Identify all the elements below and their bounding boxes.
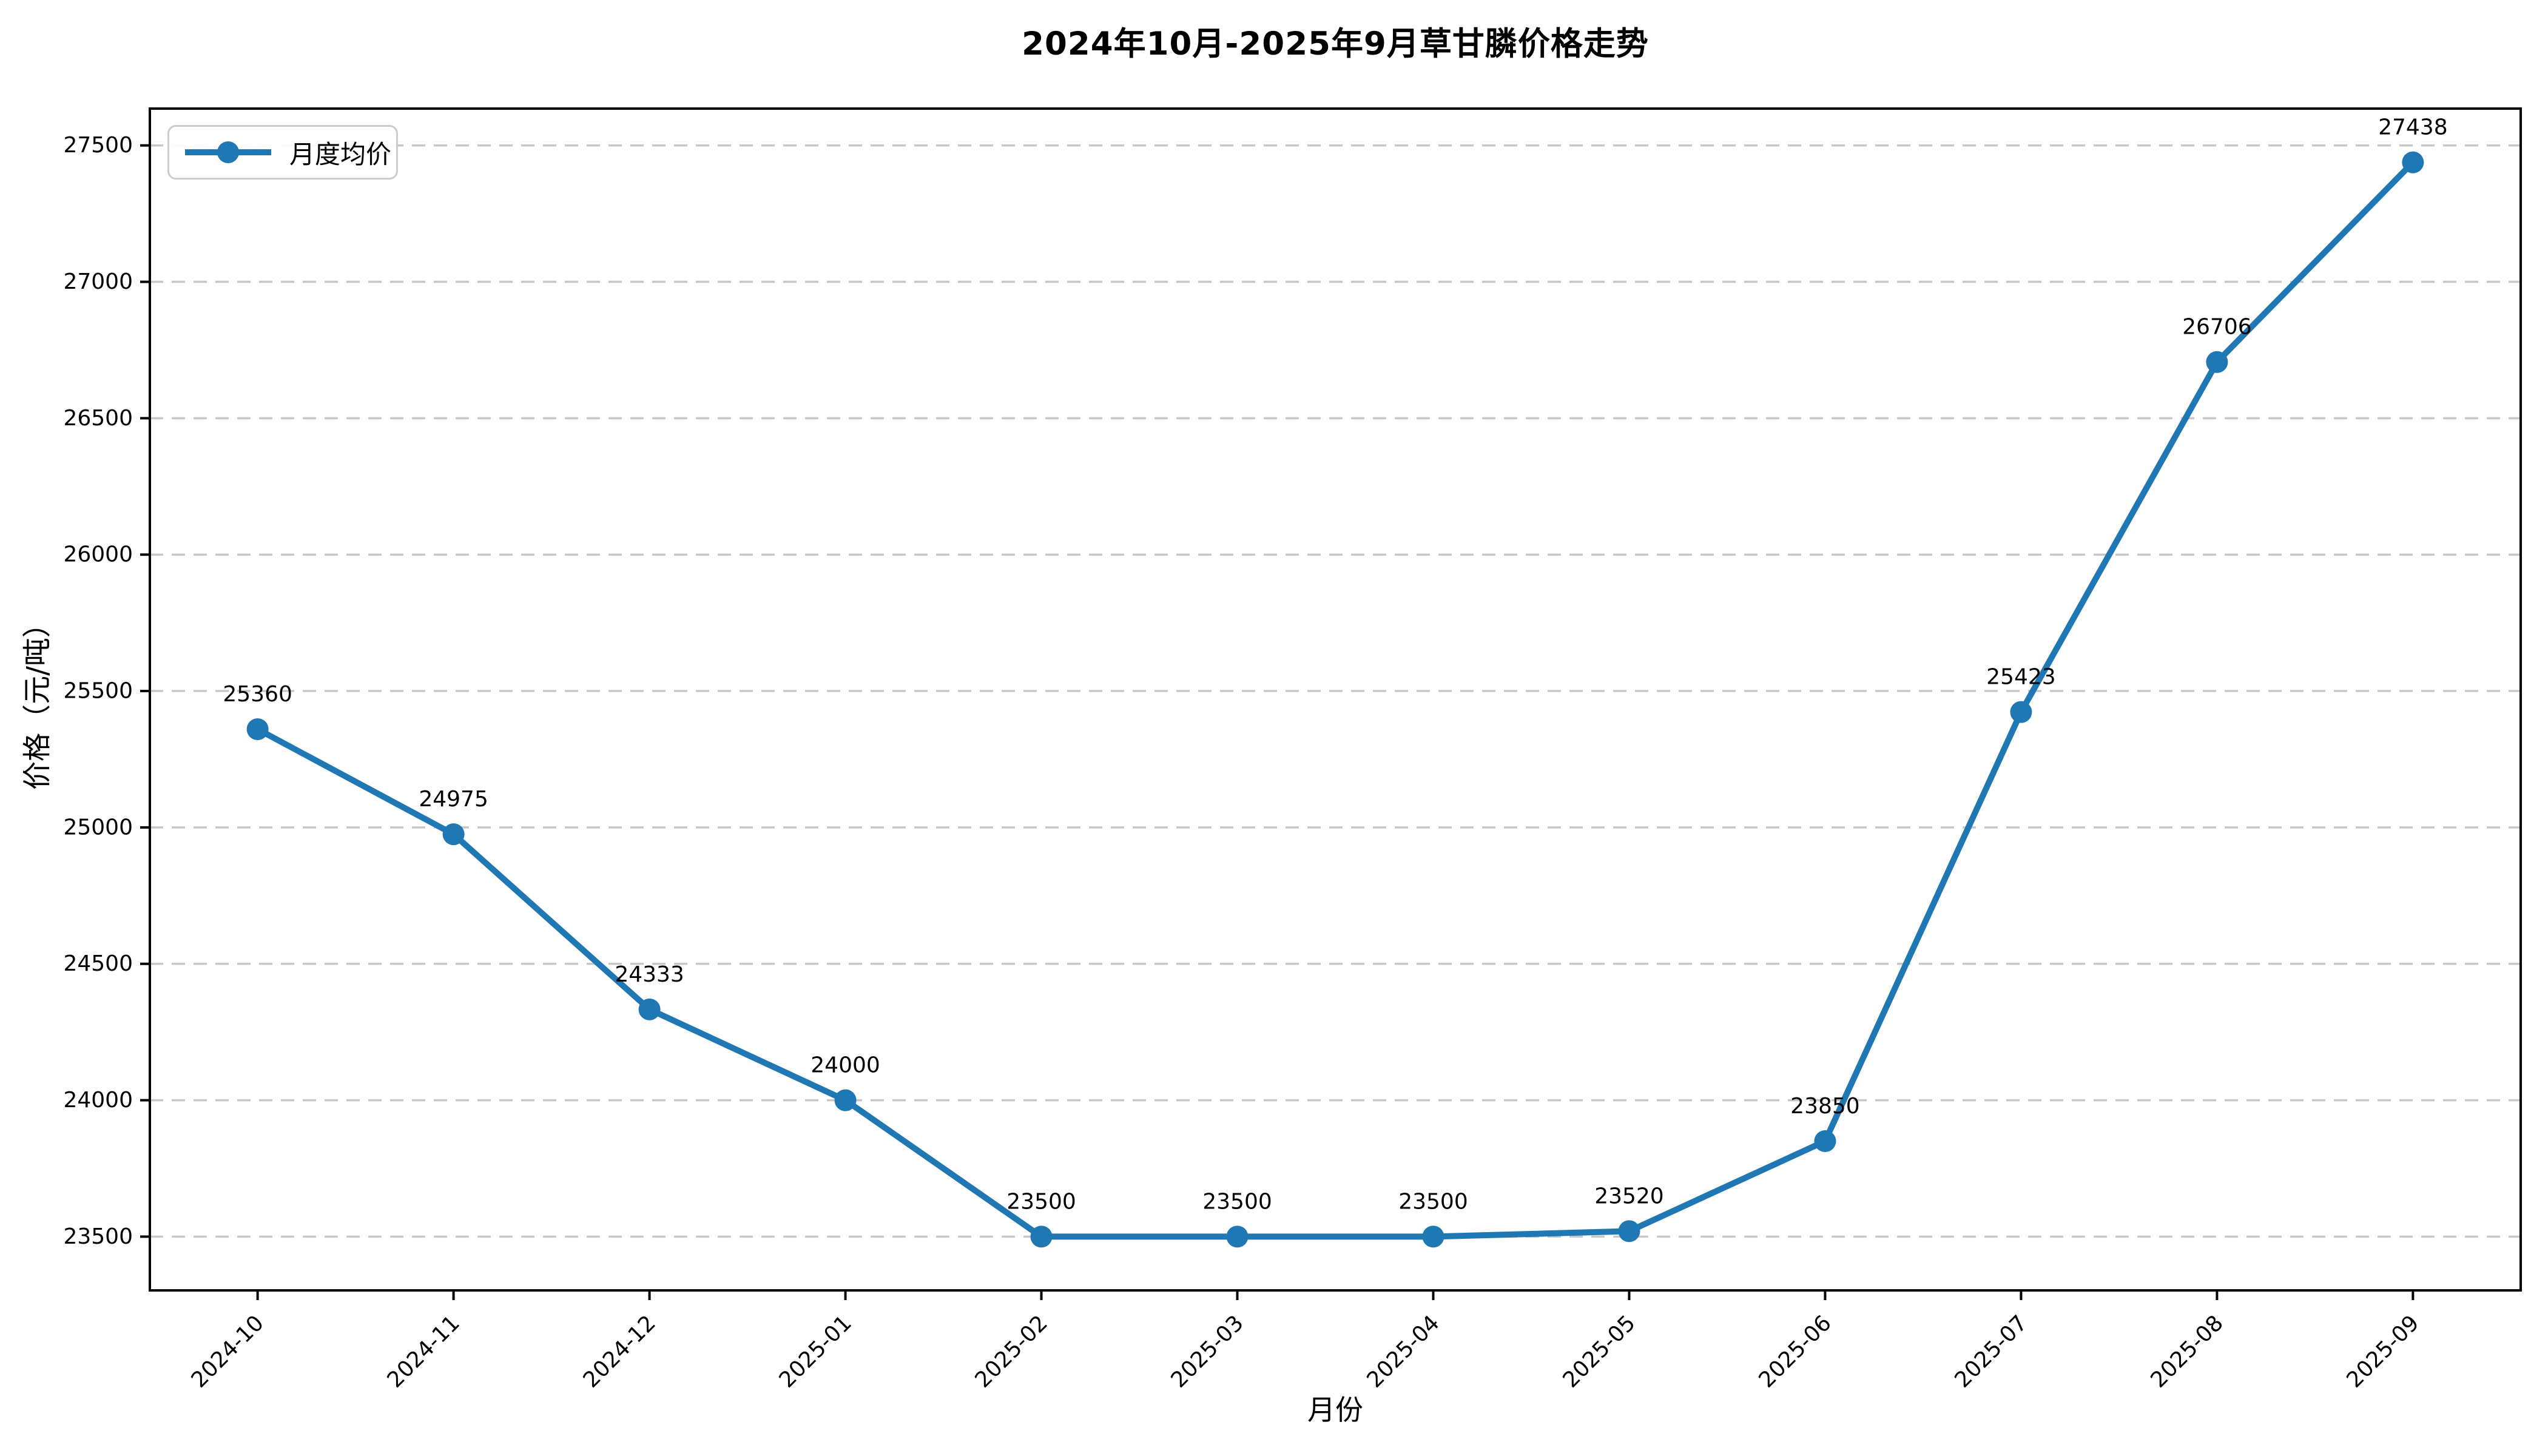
data-point-label: 23500 <box>1398 1189 1468 1214</box>
data-point-label: 24975 <box>419 787 488 812</box>
data-point-marker <box>1618 1220 1640 1242</box>
data-point-marker <box>1814 1130 1836 1153</box>
y-tick-label: 27500 <box>63 133 133 158</box>
data-point-label: 23500 <box>1006 1189 1076 1214</box>
y-tick-label: 24000 <box>63 1088 133 1113</box>
y-tick-label: 25000 <box>63 815 133 840</box>
y-axis-title: 价格（元/吨） <box>21 609 55 790</box>
x-tick-label: 2024-10 <box>187 1310 269 1392</box>
legend-box: 月度均价 <box>167 125 398 180</box>
x-tick-label: 2024-12 <box>579 1310 661 1392</box>
x-tick-label: 2024-11 <box>383 1310 465 1392</box>
x-tick-label: 2025-03 <box>1167 1310 1249 1392</box>
data-point-label: 24000 <box>811 1053 880 1078</box>
x-tick-label: 2025-09 <box>2342 1310 2424 1392</box>
data-point-label: 24333 <box>615 962 684 987</box>
x-tick-label: 2025-05 <box>1558 1310 1640 1392</box>
data-point-marker <box>246 718 269 741</box>
y-tick-label: 25500 <box>63 679 133 704</box>
data-point-label: 23500 <box>1202 1189 1272 1214</box>
y-tick-label: 26000 <box>63 542 133 567</box>
legend-series-label: 月度均价 <box>289 139 392 169</box>
data-point-label: 27438 <box>2378 115 2448 140</box>
data-point-label: 25423 <box>1986 665 2056 690</box>
y-tick-label: 27000 <box>63 269 133 294</box>
data-point-marker <box>834 1089 857 1111</box>
x-tick-label: 2025-01 <box>775 1310 857 1392</box>
data-point-label: 26706 <box>2182 315 2252 340</box>
data-point-marker <box>638 998 661 1020</box>
x-tick-label: 2025-04 <box>1362 1310 1444 1392</box>
data-point-marker <box>1226 1225 1249 1248</box>
data-point-label: 25360 <box>223 682 292 707</box>
data-point-marker <box>1422 1225 1444 1248</box>
plot-border <box>149 107 2522 1292</box>
data-point-label: 23850 <box>1790 1094 1860 1119</box>
y-tick-label: 23500 <box>63 1224 133 1249</box>
legend-line-marker-icon <box>185 141 271 163</box>
data-point-marker <box>2402 151 2424 174</box>
y-tick-label: 26500 <box>63 406 133 431</box>
data-point-marker <box>442 823 465 846</box>
x-axis-title: 月份 <box>1307 1394 1363 1426</box>
y-tick-label: 24500 <box>63 951 133 976</box>
chart-title: 2024年10月-2025年9月草甘膦价格走势 <box>1022 25 1649 62</box>
data-point-marker <box>2206 351 2228 373</box>
x-tick-label: 2025-08 <box>2146 1310 2228 1392</box>
data-point-marker <box>1030 1225 1053 1248</box>
x-tick-label: 2025-07 <box>1950 1310 2032 1392</box>
data-point-label: 23520 <box>1594 1184 1664 1208</box>
x-tick-label: 2025-06 <box>1754 1310 1836 1392</box>
x-tick-label: 2025-02 <box>971 1310 1053 1392</box>
price-line <box>254 159 2416 1240</box>
data-point-marker <box>2010 701 2032 723</box>
